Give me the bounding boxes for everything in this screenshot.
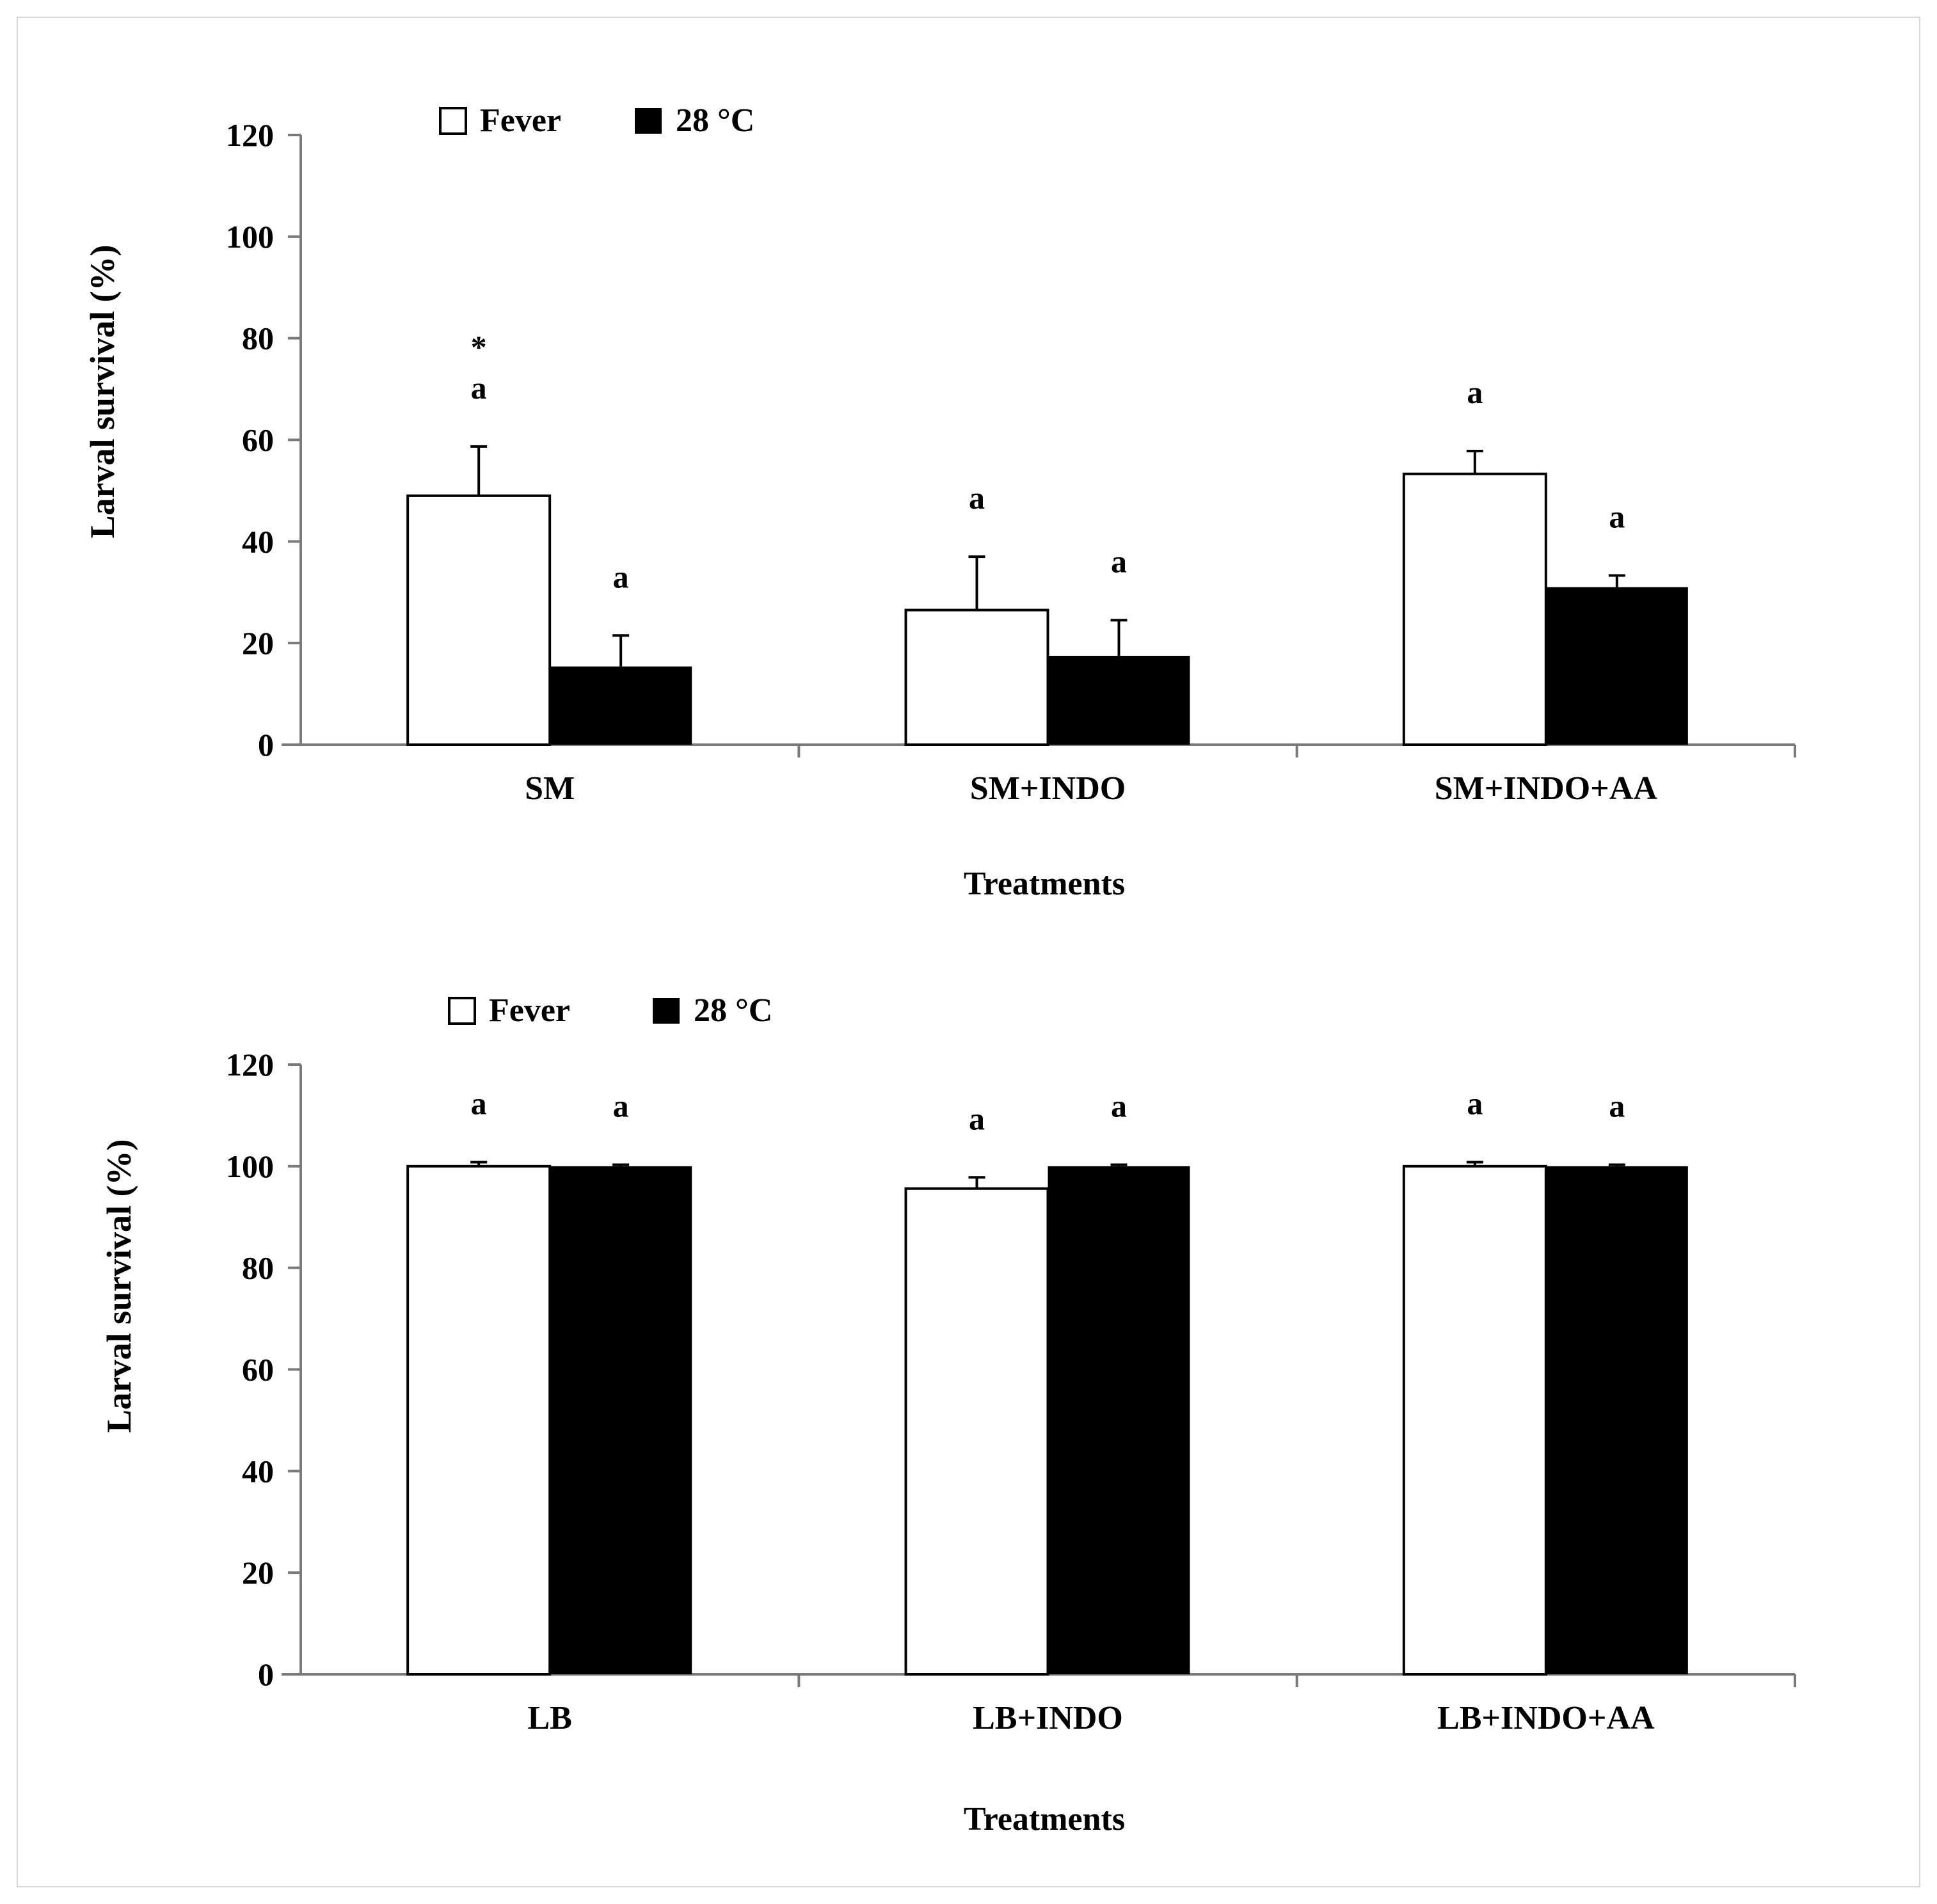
legend: Fever 28 °C <box>448 992 772 1029</box>
legend-label-fever: Fever <box>480 102 561 139</box>
legend-label-28c: 28 °C <box>676 102 754 139</box>
significance-letter: a <box>1467 1085 1483 1121</box>
y-tick-label: 60 <box>242 1352 274 1388</box>
bar <box>1545 587 1688 745</box>
legend-label-fever: Fever <box>489 992 570 1029</box>
significance-letter: a <box>969 1100 985 1136</box>
significance-letter: a <box>471 1085 487 1121</box>
bar <box>1048 1166 1190 1674</box>
category-label: SM+INDO <box>970 770 1126 807</box>
y-axis-ticks: 0 20 40 60 80 100 120 <box>226 117 301 763</box>
legend-swatch-28c <box>635 108 662 134</box>
bar <box>1545 1166 1688 1674</box>
legend-swatch-fever <box>448 997 476 1025</box>
significance-letter: a <box>1111 543 1127 579</box>
legend-label-28c: 28 °C <box>694 992 772 1029</box>
significance-letter: a <box>969 480 985 516</box>
y-tick-label: 20 <box>242 625 274 661</box>
y-axis-ticks: 0 20 40 60 80 100 120 <box>226 1047 301 1692</box>
legend: Fever 28 °C <box>439 102 754 139</box>
y-tick-label: 40 <box>242 1453 274 1489</box>
category-label: LB <box>527 1700 571 1736</box>
bar <box>550 1166 692 1674</box>
y-tick-label: 60 <box>242 422 274 458</box>
significance-letter: a <box>1111 1088 1127 1123</box>
y-tick-label: 0 <box>258 727 274 763</box>
x-axis-ticks: SM SM+INDO SM+INDO+AA <box>525 745 1796 807</box>
legend-swatch-fever <box>439 107 467 135</box>
significance-asterisk: * <box>471 329 487 365</box>
bar <box>904 608 1049 746</box>
bar <box>1402 472 1547 746</box>
bar <box>1402 1164 1547 1676</box>
significance-labels: a * a a a a a <box>471 329 1625 594</box>
category-label: LB+INDO <box>973 1700 1123 1736</box>
significance-letter: a <box>613 1088 629 1123</box>
y-axis-label: Larval survival (%) <box>83 245 122 539</box>
y-tick-label: 100 <box>226 1148 274 1184</box>
bar <box>550 666 692 745</box>
y-tick-label: 80 <box>242 1250 274 1286</box>
category-label: LB+INDO+AA <box>1437 1700 1655 1736</box>
y-tick-label: 120 <box>226 1047 274 1083</box>
panel-bottom-chart: 0 20 40 60 80 100 120 LB LB+INDO LB+INDO+AA a a a a… <box>100 992 1796 1837</box>
x-axis-ticks: LB LB+INDO LB+INDO+AA <box>527 1674 1796 1736</box>
y-tick-label: 40 <box>242 523 274 559</box>
x-axis-label: Treatments <box>964 1801 1125 1837</box>
y-tick-label: 100 <box>226 219 274 255</box>
bars <box>406 1161 1688 1676</box>
y-tick-label: 80 <box>242 321 274 356</box>
y-axis-label: Larval survival (%) <box>100 1139 138 1433</box>
significance-letter: a <box>471 370 487 406</box>
significance-letter: a <box>1609 1088 1625 1123</box>
category-label: SM+INDO+AA <box>1435 770 1658 807</box>
bar <box>406 494 552 746</box>
significance-letter: a <box>1609 499 1625 535</box>
bar <box>904 1187 1049 1676</box>
x-axis-label: Treatments <box>964 866 1125 902</box>
significance-letter: a <box>1467 374 1483 410</box>
legend-swatch-28c <box>653 998 680 1024</box>
bars <box>406 445 1688 746</box>
bar <box>406 1164 552 1676</box>
category-label: SM <box>525 770 575 807</box>
y-tick-label: 0 <box>258 1656 274 1692</box>
y-tick-label: 120 <box>226 117 274 153</box>
y-tick-label: 20 <box>242 1555 274 1591</box>
bar <box>1048 656 1190 745</box>
significance-letter: a <box>613 559 629 594</box>
